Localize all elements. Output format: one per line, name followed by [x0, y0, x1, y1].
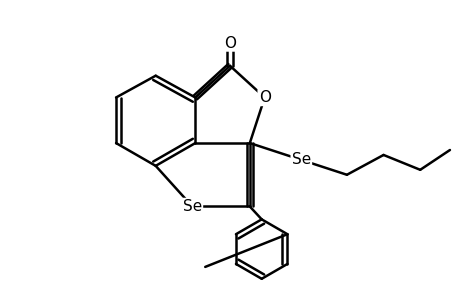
Text: O: O: [224, 35, 235, 50]
Text: O: O: [258, 90, 270, 105]
Text: Se: Se: [291, 152, 310, 167]
Text: Se: Se: [182, 199, 202, 214]
